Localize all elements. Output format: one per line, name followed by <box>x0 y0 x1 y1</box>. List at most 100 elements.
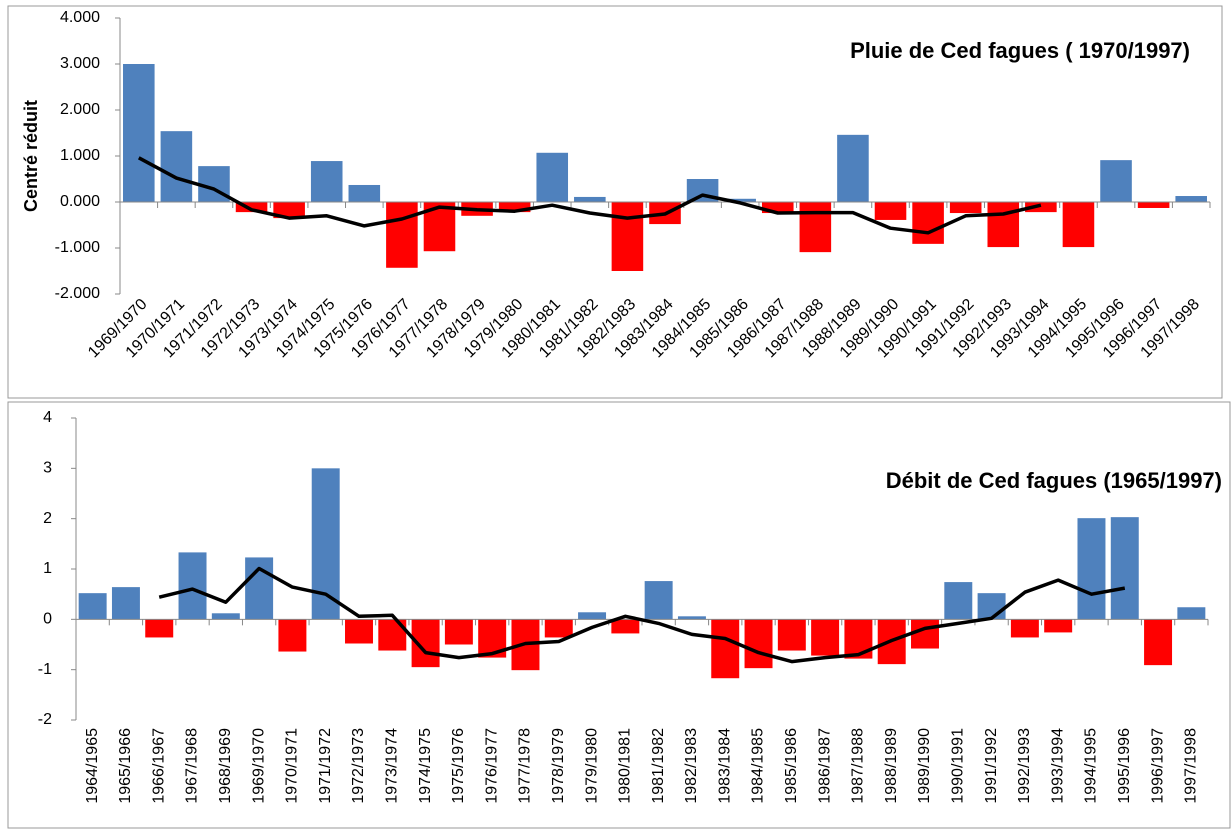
y-tick-label: 3.000 <box>60 55 100 72</box>
x-tick-label: 1976/1977 <box>483 728 500 804</box>
bar <box>160 131 193 202</box>
y-tick-label: 2 <box>43 510 52 527</box>
x-tick-label: 1992/1993 <box>1016 728 1033 804</box>
bar <box>273 202 305 219</box>
bar <box>944 582 973 620</box>
bar <box>278 619 307 652</box>
x-tick-label: 1996/1997 <box>1149 728 1166 804</box>
chart-title: Pluie de Ced fagues ( 1970/1997) <box>850 38 1190 63</box>
x-tick-label: 1994/1995 <box>1083 728 1100 804</box>
bar <box>977 593 1006 620</box>
x-tick-label: 1981/1982 <box>650 728 667 804</box>
bar <box>345 619 373 644</box>
x-tick-label: 1970/1971 <box>284 728 301 804</box>
y-tick-label: 4.000 <box>60 9 100 26</box>
x-tick-label: 1985/1986 <box>783 728 800 804</box>
bar <box>574 196 606 202</box>
bar <box>578 612 607 620</box>
x-tick-label: 1972/1973 <box>350 728 367 804</box>
y-axis-label: Centré réduit <box>21 100 41 212</box>
x-tick-label: 1967/1968 <box>184 728 201 804</box>
bar <box>444 619 473 645</box>
chart-title: Débit de Ced fagues (1965/1997) <box>886 468 1222 493</box>
y-tick-label: -1.000 <box>55 239 100 256</box>
x-tick-label: 1987/1988 <box>850 728 867 804</box>
x-tick-label: 1971/1972 <box>317 728 334 804</box>
x-tick-label: 1997/1998 <box>1183 728 1200 804</box>
bar <box>536 152 569 202</box>
bar <box>987 202 1020 248</box>
x-tick-label: 1995/1996 <box>1116 728 1133 804</box>
bar <box>310 161 343 202</box>
bar <box>837 134 869 202</box>
bar <box>911 619 939 649</box>
x-tick-label: 1980/1981 <box>617 728 634 804</box>
moving-average-line <box>137 156 1042 235</box>
bar <box>949 202 982 214</box>
x-tick-label: 1982/1983 <box>683 728 700 804</box>
x-tick-label: 1968/1969 <box>217 728 234 804</box>
y-tick-label: -1 <box>38 661 52 678</box>
bar <box>744 619 773 669</box>
x-tick-label: 1984/1985 <box>750 728 767 804</box>
bar <box>498 202 531 213</box>
bar <box>1110 517 1139 620</box>
y-tick-label: 2.000 <box>60 101 100 118</box>
bar <box>145 619 174 638</box>
x-tick-label: 1989/1990 <box>916 728 933 804</box>
bar <box>1010 619 1039 638</box>
y-tick-label: -2 <box>38 711 52 728</box>
moving-average-line <box>158 566 1126 664</box>
x-tick-label: 1977/1978 <box>517 728 534 804</box>
bar <box>178 552 207 620</box>
bar <box>711 619 740 679</box>
bar <box>811 619 840 656</box>
bar <box>1077 518 1106 620</box>
x-tick-label: 1983/1984 <box>716 728 733 804</box>
x-tick-label: 1986/1987 <box>816 728 833 804</box>
bar <box>348 184 381 202</box>
y-tick-label: 0 <box>43 611 52 628</box>
bar <box>211 613 240 620</box>
bar <box>544 619 573 638</box>
bar <box>611 202 644 271</box>
y-tick-label: 1 <box>43 560 52 577</box>
bar <box>1025 202 1057 213</box>
bar <box>1177 607 1206 620</box>
y-tick-label: 3 <box>43 460 52 477</box>
bar <box>644 581 673 620</box>
bar <box>78 593 107 620</box>
bar <box>777 619 806 651</box>
x-tick-label: 1974/1975 <box>417 728 434 804</box>
y-tick-label: -2.000 <box>55 285 100 302</box>
bar <box>1100 160 1132 202</box>
bar <box>235 202 268 213</box>
x-tick-label: 1979/1980 <box>583 728 600 804</box>
bar <box>245 557 274 620</box>
y-tick-label: 1.000 <box>60 147 100 164</box>
bar <box>799 202 832 253</box>
bar <box>386 202 418 268</box>
x-tick-label: 1990/1991 <box>950 728 967 804</box>
bar <box>677 616 706 620</box>
x-tick-label: 1975/1976 <box>450 728 467 804</box>
chart-frame <box>7 401 1231 829</box>
bar <box>123 64 155 202</box>
y-tick-label: 4 <box>43 409 52 426</box>
x-tick-label: 1991/1992 <box>983 728 1000 804</box>
x-tick-label: 1978/1979 <box>550 728 567 804</box>
bar <box>1175 196 1207 202</box>
bar <box>1062 202 1095 248</box>
x-tick-label: 1973/1974 <box>384 728 401 804</box>
chart-frame <box>7 5 1223 399</box>
x-tick-label: 1969/1970 <box>250 728 267 804</box>
bar <box>1044 619 1073 633</box>
x-tick-label: 1988/1989 <box>883 728 900 804</box>
bar <box>912 202 944 244</box>
bar <box>1144 619 1173 666</box>
bar <box>724 198 756 202</box>
x-tick-label: 1993/1994 <box>1049 728 1066 804</box>
x-tick-label: 1965/1966 <box>117 728 134 804</box>
bar <box>311 468 340 620</box>
